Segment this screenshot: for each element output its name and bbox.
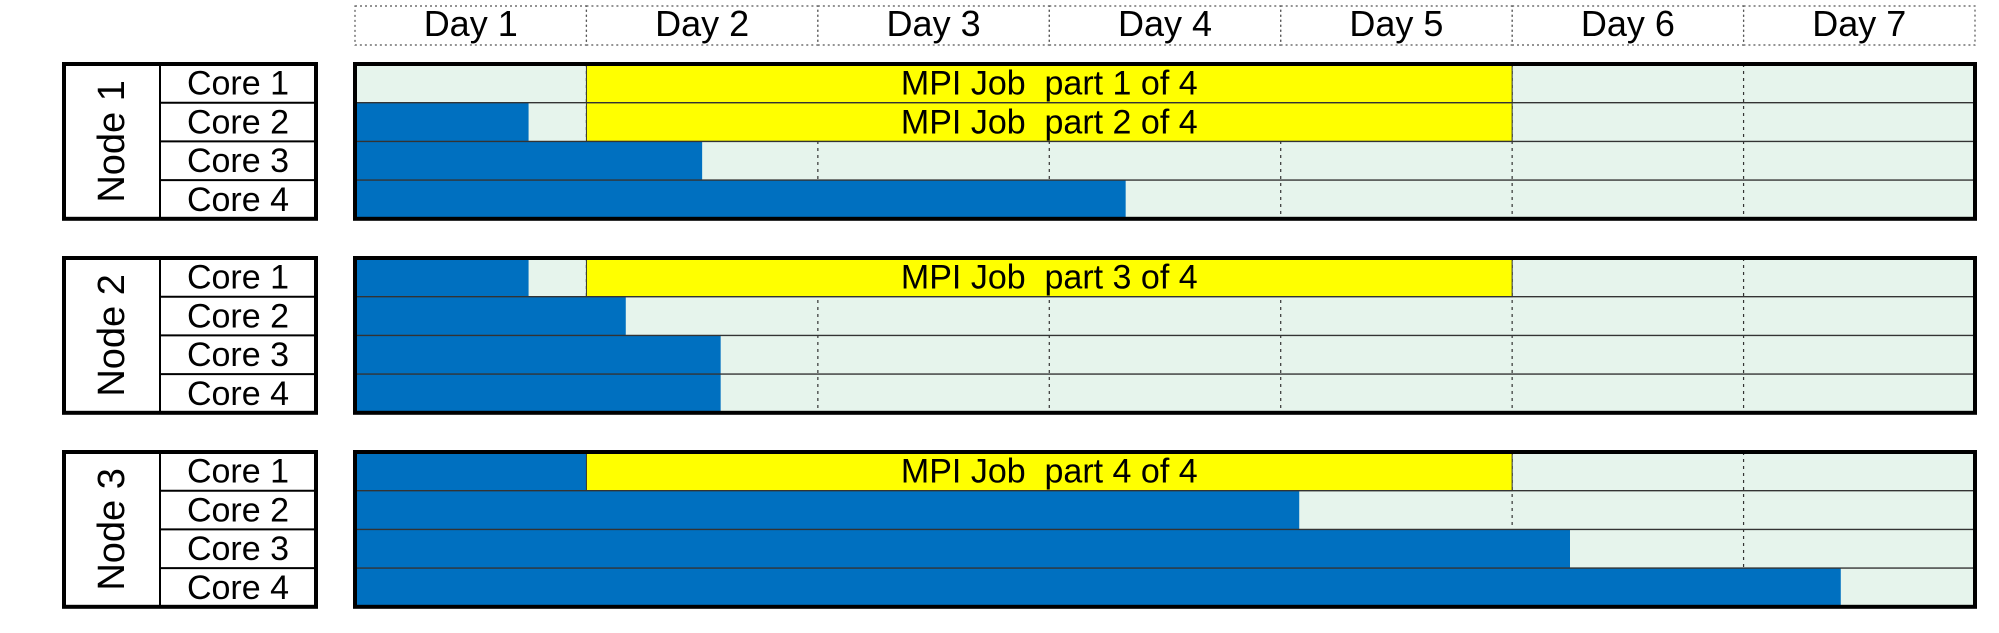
core-label: Core 3 — [187, 530, 289, 568]
core-label: Core 2 — [187, 103, 289, 141]
busy-bar — [355, 374, 721, 413]
busy-bar — [355, 529, 1570, 569]
core-label: Core 2 — [187, 491, 289, 529]
core-label: Core 3 — [187, 142, 289, 180]
core-label: Core 1 — [187, 65, 289, 103]
mpi-job-label: MPI Job part 2 of 4 — [901, 103, 1198, 141]
day-label: Day 7 — [1812, 3, 1906, 44]
core-label: Core 1 — [187, 259, 289, 297]
day-label: Day 4 — [1118, 3, 1212, 44]
busy-bar — [355, 335, 721, 375]
node-groups: Node 1 Core 1 MPI Job part 1 of 4 Core 2 MPI… — [62, 62, 1977, 609]
day-label: Day 5 — [1349, 3, 1443, 44]
busy-bar — [355, 102, 529, 142]
core-label: Core 4 — [187, 181, 289, 219]
day-label: Day 3 — [887, 3, 981, 44]
core-label: Core 4 — [187, 569, 289, 607]
node-label: Node 1 — [91, 80, 133, 203]
busy-bar — [355, 452, 587, 491]
day-header-cell — [1742, 5, 1976, 46]
node-label: Node 2 — [91, 274, 133, 397]
timeline-border — [353, 62, 1977, 221]
core-label: Core 4 — [187, 375, 289, 413]
timeline-border — [353, 450, 1977, 609]
day-label: Day 2 — [655, 3, 749, 44]
busy-bar — [355, 258, 529, 297]
busy-bar — [355, 568, 1841, 607]
day-label: Day 1 — [424, 3, 518, 44]
node-group: Node 1 Core 1 MPI Job part 1 of 4 Core 2 MPI… — [62, 62, 1977, 221]
mpi-job-bar — [585, 257, 1513, 298]
core-label: Core 1 — [187, 453, 289, 491]
core-label: Core 3 — [187, 336, 289, 374]
mpi-job-bar — [585, 451, 1513, 492]
mpi-job-label: MPI Job part 1 of 4 — [901, 65, 1198, 103]
node-label: Node 3 — [91, 468, 133, 591]
busy-bar — [355, 490, 1300, 530]
busy-bar — [355, 141, 703, 181]
mpi-job-bar — [585, 63, 1513, 104]
mpi-job-label: MPI Job part 4 of 4 — [901, 453, 1198, 491]
busy-bar — [355, 180, 1126, 219]
timeline-border — [353, 256, 1977, 415]
mpi-job-label: MPI Job part 3 of 4 — [901, 259, 1198, 297]
day-header: Day 1 Day 2 Day 3 Day 4 Day 5 Day 6 Day 7 — [354, 3, 1976, 46]
core-label: Core 2 — [187, 297, 289, 335]
busy-bar — [355, 296, 626, 336]
day-label: Day 6 — [1581, 3, 1675, 44]
